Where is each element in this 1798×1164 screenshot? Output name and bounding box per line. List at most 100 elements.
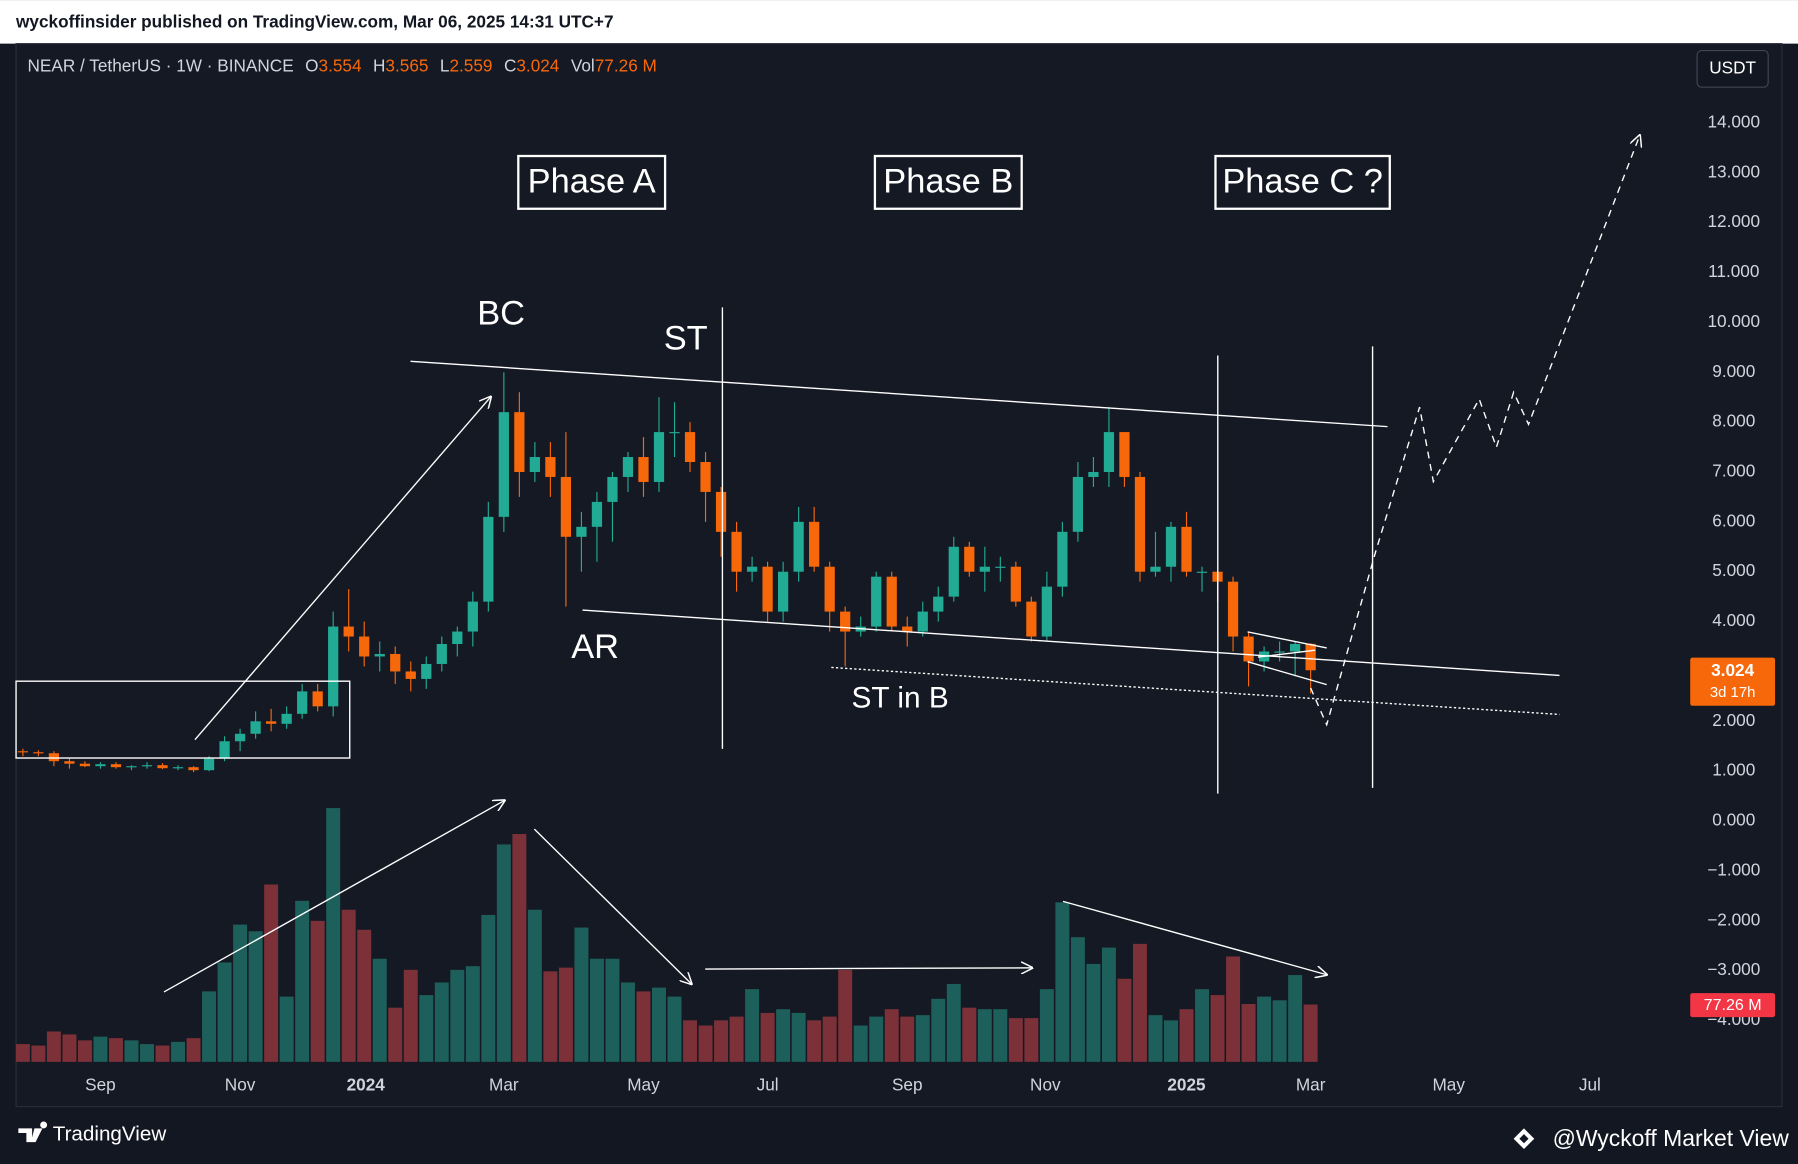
y-tick-label: 6.000 <box>1712 510 1755 530</box>
volume-bar <box>372 958 387 1062</box>
volume-bar <box>993 1009 1008 1062</box>
currency-label[interactable]: USDT <box>1709 57 1756 77</box>
candle-body <box>110 764 122 768</box>
candle-body <box>157 765 168 769</box>
y-tick-label: 7.000 <box>1712 461 1755 481</box>
volume-bar <box>620 982 635 1062</box>
candle-body <box>467 601 478 632</box>
candle-body <box>126 766 137 768</box>
candle-body <box>64 761 75 764</box>
volume-bar <box>248 931 263 1062</box>
volume-bar <box>279 996 294 1062</box>
volume-prefix: Vol <box>571 55 595 75</box>
volume-bar <box>1257 996 1272 1062</box>
x-tick-label: Nov <box>1030 1075 1061 1095</box>
candle-body <box>421 663 432 679</box>
volume-bar <box>589 958 604 1062</box>
volume-bar <box>745 989 760 1062</box>
event-label: ST in B <box>852 681 949 714</box>
volume-bar <box>1288 975 1303 1062</box>
volume-bar <box>108 1038 123 1062</box>
candle-body <box>374 653 385 657</box>
price-label-box <box>1690 657 1776 706</box>
candle-body <box>141 765 153 767</box>
candle-body <box>1103 432 1115 472</box>
candle-body <box>793 521 804 572</box>
x-tick-label: Sep <box>892 1075 923 1095</box>
candle-body <box>1181 526 1192 572</box>
drawings: Phase A Phase B Phase C ? BC ST AR ST in… <box>15 135 1640 993</box>
volume-bar <box>946 983 961 1062</box>
candle-body <box>514 412 525 472</box>
volume-bar <box>869 1016 884 1062</box>
range-box <box>15 680 351 759</box>
phase-label: Phase A <box>528 163 656 201</box>
event-label: BC <box>477 294 525 332</box>
volume-bar <box>295 900 310 1062</box>
candle-body <box>359 636 370 657</box>
volume-arrow <box>705 968 1032 969</box>
candle-body <box>591 501 603 527</box>
volume-bar <box>1132 943 1147 1062</box>
volume-bar <box>838 969 853 1062</box>
y-tick-label: 11.000 <box>1708 261 1759 281</box>
candle-body <box>1227 581 1239 637</box>
y-tick-label: 8.000 <box>1712 411 1755 431</box>
volume-bar <box>714 1020 729 1062</box>
event-label: AR <box>571 628 619 666</box>
y-tick-label: 14.000 <box>1707 111 1760 131</box>
publisher: wyckoffinsider published on TradingView.… <box>15 12 613 32</box>
volume-bar <box>605 958 620 1062</box>
candle-body <box>979 566 990 572</box>
candle-body <box>684 432 696 463</box>
volume-bar <box>900 1016 915 1062</box>
volume-bar <box>1272 1000 1287 1062</box>
y-tick-label: −2.000 <box>1707 909 1760 929</box>
volume-bar <box>1024 1018 1039 1062</box>
candle-body <box>529 457 540 472</box>
volume-label-box <box>1690 993 1776 1018</box>
volume-bar <box>884 1009 899 1062</box>
flag-mid <box>1257 649 1316 658</box>
candle-body <box>638 457 649 482</box>
phase-label: Phase B <box>883 163 1013 201</box>
candle-body <box>17 751 29 753</box>
volume-bar <box>357 929 372 1062</box>
volume-bar <box>760 1012 775 1062</box>
volume-bar <box>636 991 651 1062</box>
volume-bar <box>186 1038 201 1062</box>
brand: TradingView <box>53 1123 167 1146</box>
candle-body <box>1150 566 1161 572</box>
candle-body <box>1243 636 1254 662</box>
credit: @Wyckoff Market View <box>1553 1125 1790 1151</box>
candle-body <box>964 546 975 572</box>
volume-bar <box>1210 995 1225 1062</box>
y-tick-label: 0.000 <box>1712 810 1755 830</box>
volume-bar <box>776 1009 791 1062</box>
volume-bar <box>264 884 279 1062</box>
volume-bar <box>962 1007 977 1062</box>
volume-arrow <box>1062 900 1327 974</box>
volume-label: 77.26 M <box>1704 996 1762 1014</box>
candle-body <box>1119 432 1130 477</box>
candle-body <box>1196 571 1208 573</box>
volume-bar <box>977 1009 992 1062</box>
candle-body <box>576 526 587 537</box>
volume-bar <box>310 920 325 1062</box>
candle-body <box>777 571 789 612</box>
candle-body <box>1289 644 1301 652</box>
x-tick-label: Nov <box>225 1075 256 1095</box>
candle-body <box>498 412 509 517</box>
candle-body <box>234 733 246 742</box>
candle-body <box>948 546 959 597</box>
currency-button[interactable] <box>1696 49 1769 88</box>
ohlc-prefix: L <box>440 55 450 75</box>
candle-body <box>607 476 618 502</box>
candle-body <box>452 631 463 645</box>
candle-body <box>1010 566 1021 602</box>
volume-bar <box>496 844 511 1062</box>
candle-body <box>79 763 91 767</box>
event-label: ST <box>664 320 708 358</box>
footer: TradingView @Wyckoff Market View <box>18 1121 1790 1151</box>
